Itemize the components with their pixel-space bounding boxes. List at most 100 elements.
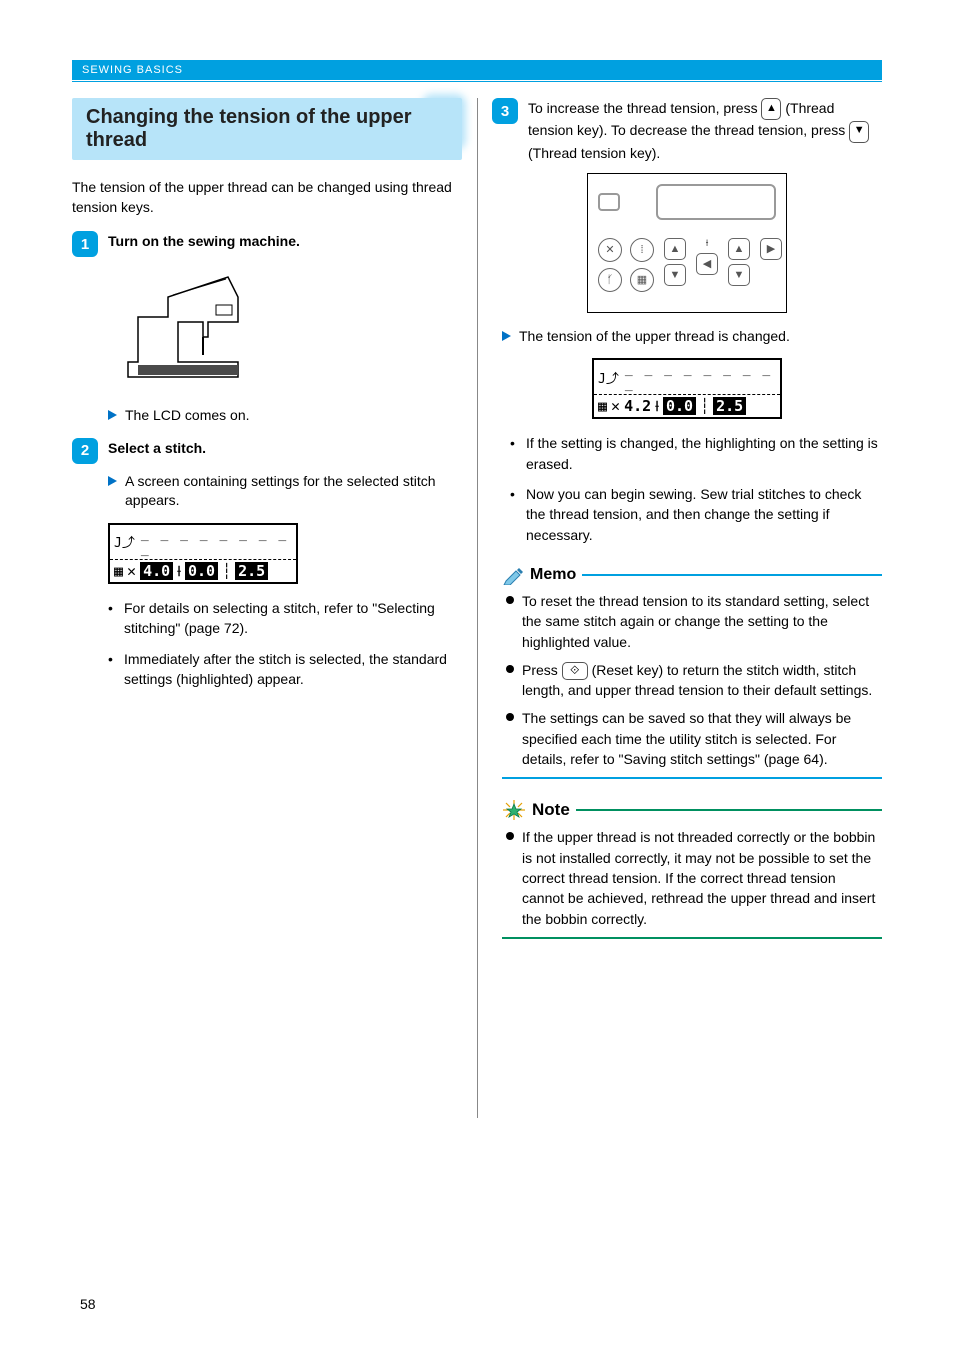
step-1-result: The LCD comes on.	[108, 406, 462, 426]
step-2-body: Select a stitch.	[108, 438, 462, 458]
bullet-item: Now you can begin sewing. Sew trial stit…	[510, 484, 882, 545]
lcd-display: J⤴ _ _ _ _ _ _ _ _ _ ▦ ✕ 4.2 ⟊ 0.0 ┆ 2.5	[592, 358, 782, 419]
memo-pencil-icon	[502, 565, 524, 585]
tension-down-key-icon: ▼	[849, 121, 869, 143]
note-item: If the upper thread is not threaded corr…	[504, 827, 876, 928]
panel-btn-grid-icon: ▦	[630, 268, 654, 292]
bullet-item: For details on selecting a stitch, refer…	[108, 598, 462, 639]
lcd-tension-value: 2.5	[235, 562, 268, 580]
lcd-length-value: 0.0	[663, 397, 696, 415]
section-title: Changing the tension of the upper thread	[72, 98, 462, 160]
step-1-body: Turn on the sewing machine.	[108, 231, 462, 251]
width-down-key-icon: ▼	[664, 264, 686, 286]
lcd-length-icon: ⟊	[177, 562, 181, 580]
step-3-bullets: If the setting is changed, the highlight…	[510, 433, 882, 544]
sewing-machine-icon	[108, 267, 248, 387]
step-3-badge: 3	[492, 98, 518, 124]
step-1-badge: 1	[72, 231, 98, 257]
result-arrow-icon	[502, 331, 511, 341]
lcd-figure-2: J⤴ _ _ _ _ _ _ _ _ _ ▦ ✕ 4.2 ⟊ 0.0 ┆ 2.5	[492, 358, 882, 419]
memo-item-pre: Press	[522, 662, 562, 678]
panel-btn-foot-icon: ᚶ	[598, 268, 622, 292]
note-title: Note	[532, 800, 570, 820]
right-column: 3 To increase the thread tension, press …	[492, 98, 882, 939]
width-up-key-icon: ▲	[664, 238, 686, 260]
memo-item: The settings can be saved so that they w…	[504, 708, 876, 769]
lcd-stitch-icon: J⤴	[114, 532, 135, 551]
lcd-display: J⤴ _ _ _ _ _ _ _ _ _ ▦ ✕ 4.0 ⟊ 0.0 ┆ 2.5	[108, 523, 298, 584]
lcd-width-icon: ✕	[611, 397, 620, 415]
memo-rule	[582, 574, 882, 576]
result-arrow-icon	[108, 410, 117, 420]
memo-bullets: To reset the thread tension to its stand…	[504, 591, 876, 769]
panel-small-screen-icon	[598, 193, 620, 211]
tension-down-key-icon: ▼	[728, 264, 750, 286]
tension-reset-icon: ⟊	[706, 238, 709, 249]
lcd-stitch-icon: J⤴	[598, 368, 619, 387]
step-3-text-c: (Thread tension key).	[528, 145, 660, 161]
panel-main-screen	[656, 184, 776, 220]
bullet-item: If the setting is changed, the highlight…	[510, 433, 882, 474]
memo-header: Memo	[502, 565, 882, 585]
left-arrow-key-icon: ◀	[696, 253, 718, 275]
memo-block: Memo To reset the thread tension to its …	[502, 565, 882, 779]
memo-item: To reset the thread tension to its stand…	[504, 591, 876, 652]
lcd-length-icon: ⟊	[655, 397, 659, 415]
step-2-result: A screen containing settings for the sel…	[108, 472, 462, 511]
lcd-dashes: _ _ _ _ _ _ _ _ _	[625, 362, 776, 392]
section-header: SEWING BASICS	[72, 60, 882, 80]
memo-end-rule	[502, 777, 882, 779]
memo-item: Press ⟐ (Reset key) to return the stitch…	[504, 660, 876, 701]
bullet-item: Immediately after the stitch is selected…	[108, 649, 462, 690]
step-2: 2 Select a stitch.	[72, 438, 462, 464]
lcd-bottom-row: ▦ ✕ 4.0 ⟊ 0.0 ┆ 2.5	[110, 560, 296, 582]
section-header-label: SEWING BASICS	[82, 64, 183, 76]
machine-figure	[108, 267, 462, 392]
note-header: Note	[502, 799, 882, 821]
tension-up-key-icon: ▲	[761, 98, 781, 120]
lcd-bottom-row: ▦ ✕ 4.2 ⟊ 0.0 ┆ 2.5	[594, 395, 780, 417]
note-rule	[576, 809, 882, 811]
memo-title: Memo	[530, 566, 576, 584]
step-3-result: The tension of the upper thread is chang…	[502, 327, 882, 347]
lcd-sep: ┆	[222, 562, 231, 580]
step-2-bullets: For details on selecting a stitch, refer…	[108, 598, 462, 689]
control-panel-figure: ✕ ⁞ ᚶ ▦ ▲ ▼ ⟊	[492, 173, 882, 313]
right-arrow-key-icon: ▶	[760, 238, 782, 260]
intro-text: The tension of the upper thread can be c…	[72, 178, 462, 217]
manual-page: SEWING BASICS Changing the tension of th…	[0, 0, 954, 979]
step-2-result-text: A screen containing settings for the sel…	[125, 472, 462, 511]
note-end-rule	[502, 937, 882, 939]
note-bullets: If the upper thread is not threaded corr…	[504, 827, 876, 928]
lcd-top-row: J⤴ _ _ _ _ _ _ _ _ _	[110, 525, 296, 560]
result-arrow-icon	[108, 476, 117, 486]
lcd-top-row: J⤴ _ _ _ _ _ _ _ _ _	[594, 360, 780, 395]
panel-btn-scissors-icon: ✕	[598, 238, 622, 262]
section-title-block: Changing the tension of the upper thread	[72, 98, 462, 160]
left-column: Changing the tension of the upper thread…	[72, 98, 462, 939]
panel-btn-needle-icon: ⁞	[630, 238, 654, 262]
lcd-grid-icon: ▦	[114, 562, 123, 580]
step-1: 1 Turn on the sewing machine.	[72, 231, 462, 257]
step-3: 3 To increase the thread tension, press …	[492, 98, 882, 163]
step-3-text-a: To increase the thread tension, press	[528, 100, 761, 116]
note-star-icon	[502, 799, 526, 821]
step-1-result-text: The LCD comes on.	[125, 406, 250, 426]
lcd-length-value: 0.0	[185, 562, 218, 580]
lcd-tension-value: 2.5	[713, 397, 746, 415]
lcd-sep: ┆	[700, 397, 709, 415]
lcd-width-value: 4.0	[140, 562, 173, 580]
lcd-figure-1: J⤴ _ _ _ _ _ _ _ _ _ ▦ ✕ 4.0 ⟊ 0.0 ┆ 2.5	[108, 523, 462, 584]
column-divider	[477, 98, 478, 1118]
step-1-text: Turn on the sewing machine.	[108, 233, 300, 249]
step-2-badge: 2	[72, 438, 98, 464]
step-3-body: To increase the thread tension, press ▲ …	[528, 98, 882, 163]
note-block: Note If the upper thread is not threaded…	[502, 799, 882, 938]
control-panel: ✕ ⁞ ᚶ ▦ ▲ ▼ ⟊	[587, 173, 787, 313]
tension-up-key-icon: ▲	[728, 238, 750, 260]
step-2-text: Select a stitch.	[108, 440, 206, 456]
lcd-grid-icon: ▦	[598, 397, 607, 415]
lcd-width-value: 4.2	[624, 397, 651, 415]
lcd-dashes: _ _ _ _ _ _ _ _ _	[141, 527, 292, 557]
reset-key-icon: ⟐	[562, 662, 588, 680]
